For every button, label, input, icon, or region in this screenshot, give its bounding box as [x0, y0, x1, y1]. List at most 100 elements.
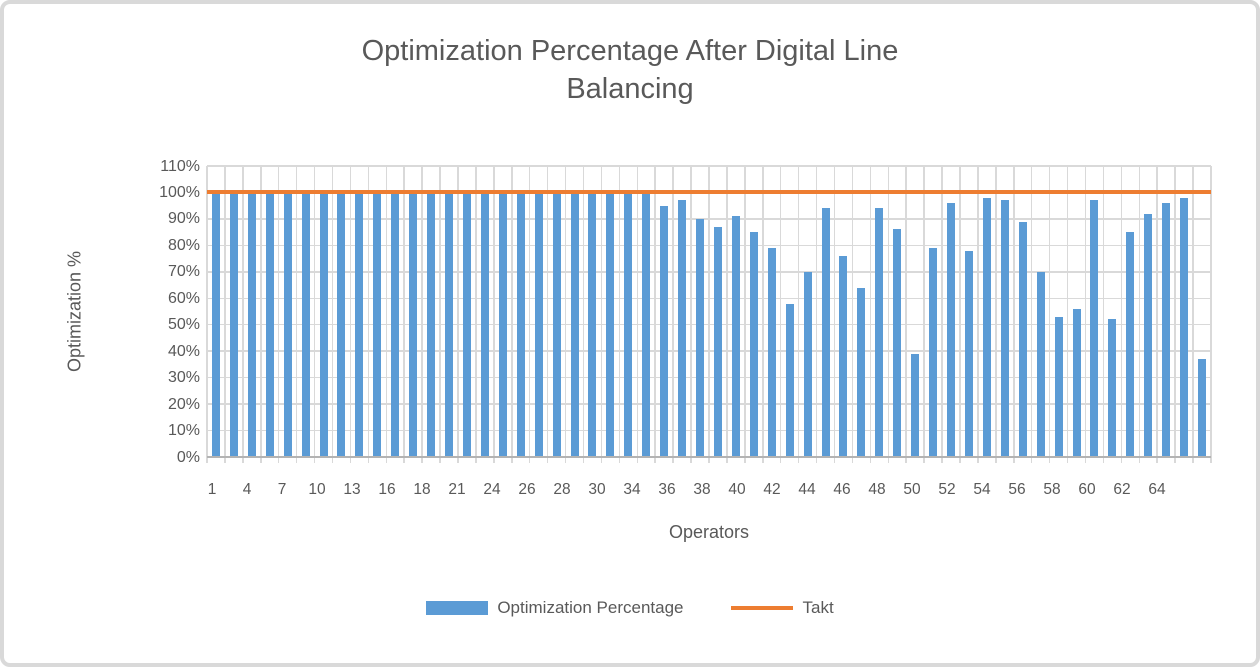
vertical-gridline — [869, 166, 872, 463]
vertical-gridline — [779, 166, 782, 463]
y-tick-label: 90% — [167, 210, 200, 228]
legend-item-takt: Takt — [731, 598, 834, 618]
bar — [696, 218, 705, 457]
legend-item-optimization-percentage: Optimization Percentage — [426, 598, 683, 618]
vertical-gridline — [636, 166, 639, 463]
y-axis-title: Optimization % — [64, 250, 85, 373]
chart-title-line1: Optimization Percentage After Digital Li… — [361, 35, 899, 67]
vertical-gridline — [977, 166, 979, 463]
x-tick-label: 13 — [343, 481, 361, 498]
vertical-gridline — [331, 166, 334, 463]
horizontal-gridline — [207, 165, 1211, 167]
vertical-gridline — [582, 166, 585, 463]
bar — [929, 248, 938, 457]
bar — [982, 197, 991, 457]
vertical-gridline — [851, 166, 854, 463]
vertical-gridline — [564, 166, 567, 463]
bar — [964, 250, 973, 457]
vertical-gridline — [672, 166, 674, 463]
vertical-gridline — [618, 166, 621, 463]
horizontal-gridline — [207, 271, 1211, 273]
x-axis-title: Operators — [668, 522, 750, 542]
vertical-gridline — [295, 166, 298, 463]
bar — [588, 192, 597, 457]
x-tick-label: 16 — [378, 481, 396, 498]
x-tick-label: 58 — [1043, 481, 1061, 498]
legend: Optimization Percentage Takt — [4, 598, 1256, 618]
vertical-gridline — [1013, 166, 1015, 463]
bar — [301, 192, 310, 457]
bar — [355, 192, 364, 457]
x-tick-label: 36 — [658, 481, 676, 498]
vertical-gridline — [923, 166, 925, 463]
vertical-gridline — [744, 166, 746, 463]
bar — [893, 229, 902, 457]
bar — [785, 303, 794, 457]
vertical-gridline — [1192, 166, 1194, 463]
bar — [624, 192, 633, 457]
y-tick-label: 30% — [167, 369, 200, 387]
x-tick-label: 64 — [1148, 481, 1166, 498]
x-tick-label: 1 — [207, 481, 217, 498]
x-tick-label: 56 — [1008, 481, 1026, 498]
x-tick-label: 40 — [728, 481, 746, 498]
vertical-gridline — [1156, 166, 1158, 463]
x-tick-label: 21 — [448, 481, 466, 498]
vertical-gridline — [260, 166, 262, 463]
bar — [409, 192, 418, 457]
horizontal-gridline — [207, 323, 1211, 326]
bar — [839, 255, 848, 457]
vertical-gridline — [941, 166, 943, 463]
vertical-gridline — [1030, 166, 1033, 463]
bar — [821, 208, 830, 457]
vertical-gridline — [1048, 166, 1051, 463]
x-axis-line — [207, 456, 1211, 458]
bar — [516, 192, 525, 457]
bar — [552, 192, 561, 457]
vertical-gridline — [457, 166, 459, 463]
bar — [642, 192, 651, 457]
vertical-gridline — [1102, 166, 1105, 463]
bar — [749, 232, 758, 457]
vertical-gridline — [528, 166, 531, 463]
vertical-gridline — [1066, 166, 1069, 463]
bar — [1108, 319, 1117, 457]
y-tick-label: 50% — [167, 316, 200, 334]
x-tick-label: 54 — [973, 481, 991, 498]
x-tick-label: 46 — [833, 481, 851, 498]
bar — [911, 353, 920, 457]
vertical-gridline — [403, 166, 405, 463]
bar — [229, 192, 238, 457]
bar — [803, 271, 812, 457]
bar — [1072, 308, 1081, 457]
takt-line — [207, 190, 1211, 195]
bar — [606, 192, 615, 457]
bar — [1162, 203, 1171, 457]
y-tick-label: 0% — [176, 448, 200, 466]
x-tick-label: 7 — [277, 481, 287, 498]
vertical-gridline — [905, 166, 907, 463]
x-tick-label: 4 — [242, 481, 252, 498]
bar — [247, 192, 256, 457]
y-tick-label: 100% — [159, 183, 200, 201]
bar — [462, 192, 471, 457]
horizontal-gridline — [207, 403, 1211, 405]
bar-swatch-icon — [426, 601, 489, 615]
bar — [498, 192, 507, 457]
vertical-gridline — [313, 166, 316, 463]
x-tick-label: 38 — [693, 481, 711, 498]
vertical-gridline — [206, 166, 208, 463]
bar — [319, 192, 328, 457]
horizontal-gridline — [207, 297, 1211, 300]
x-tick-label: 48 — [868, 481, 886, 498]
x-tick-label: 34 — [623, 481, 641, 498]
horizontal-gridline — [207, 218, 1211, 220]
bar — [337, 192, 346, 457]
legend-label: Optimization Percentage — [497, 598, 684, 617]
vertical-gridline — [1174, 166, 1176, 463]
y-tick-label: 80% — [167, 236, 200, 254]
vertical-gridline — [600, 166, 603, 463]
bar — [1144, 213, 1153, 457]
bar — [534, 192, 543, 457]
bar — [265, 192, 274, 457]
